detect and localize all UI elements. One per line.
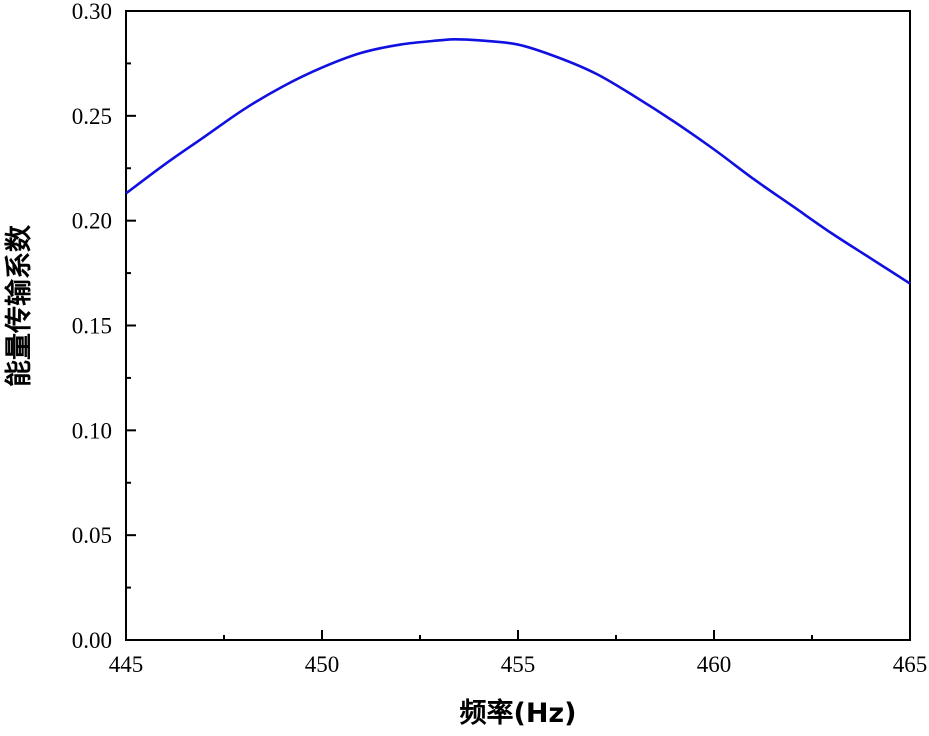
y-tick-label: 0.20 [72,209,112,234]
x-tick-label: 465 [893,652,928,677]
x-axis-title: 频率(Hz) [460,697,577,729]
y-tick-label: 0.00 [72,628,112,653]
y-tick-label: 0.30 [72,0,112,24]
y-tick-label: 0.10 [72,418,112,443]
plot-frame [125,10,911,641]
y-tick-label: 0.05 [72,523,112,548]
x-tick-label: 455 [501,652,536,677]
x-tick-label: 445 [109,652,144,677]
y-tick-label: 0.15 [72,314,112,339]
y-tick-label: 0.25 [72,104,112,129]
x-tick-label: 460 [697,652,732,677]
y-axis-title: 能量传输系数 [3,224,35,387]
axis-ticks [125,10,911,641]
x-tick-label: 450 [305,652,340,677]
axis-tick-labels: 445 450 455 460 465 0.00 0.05 0.10 0.15 0.20 0.25 0… [72,0,928,677]
series-line [125,38,911,285]
series-layer [125,38,911,285]
